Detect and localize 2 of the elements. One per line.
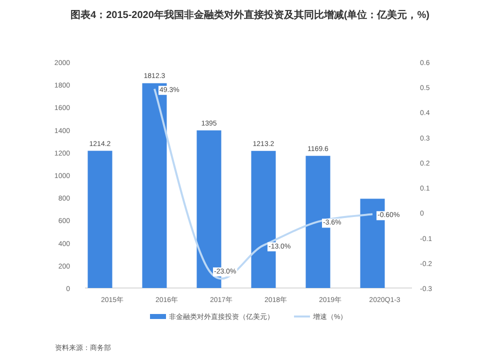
chart-title: 图表4：2015-2020年我国非金融类对外直接投资及其同比增减(单位：亿美元，%) (70, 9, 430, 21)
bar (88, 150, 112, 288)
